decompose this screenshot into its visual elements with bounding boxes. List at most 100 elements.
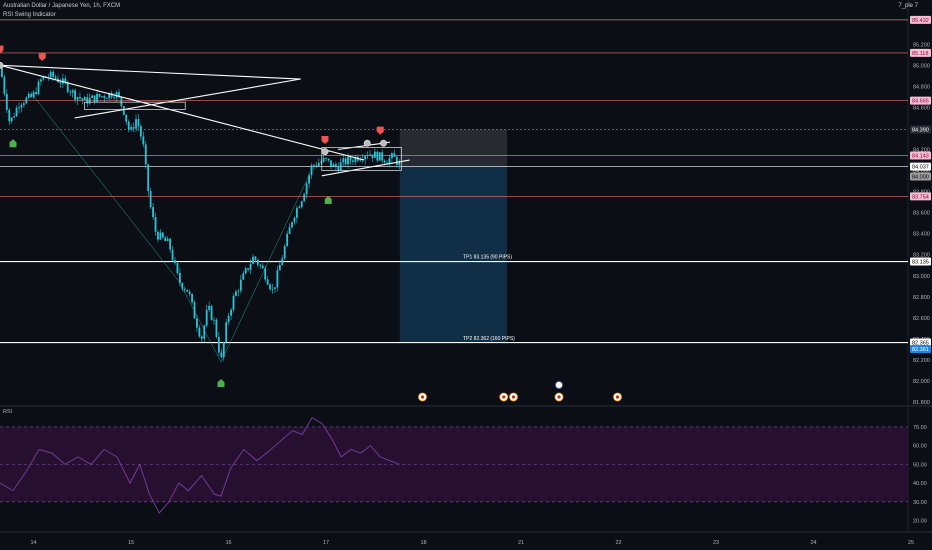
candle-body xyxy=(66,82,69,92)
candle-body xyxy=(176,263,179,273)
candle-body xyxy=(49,71,52,78)
candles-group xyxy=(1,62,401,361)
candle-body xyxy=(369,154,371,156)
candle-body xyxy=(217,336,220,353)
trend-line xyxy=(74,78,301,119)
consolidation-box xyxy=(321,147,402,171)
swing-point-marker xyxy=(380,139,387,147)
candle-body xyxy=(37,81,40,94)
candle-body xyxy=(154,217,157,232)
price-axis-tick: 81.800 xyxy=(913,400,930,406)
candle-body xyxy=(15,107,18,117)
candle-body xyxy=(383,160,386,163)
price-level-badge-text: 84.037 xyxy=(912,165,929,171)
candle-body xyxy=(40,79,42,82)
candle-body xyxy=(127,121,130,130)
rsi-axis-tick: 50.00 xyxy=(913,462,927,468)
candle-body xyxy=(347,156,349,165)
price-axis-tick: 84.000 xyxy=(913,169,930,175)
candle-body xyxy=(339,162,342,171)
take-profit-label: TP2 82.362 (160 PIPS) xyxy=(463,336,515,342)
candle-body xyxy=(174,260,176,264)
candle-body xyxy=(381,152,384,161)
candle-body xyxy=(161,232,164,238)
candle-body xyxy=(227,315,230,323)
time-axis-tick: 23 xyxy=(713,540,719,546)
candle-body xyxy=(317,162,320,166)
candle-body xyxy=(393,153,396,157)
price-level-badge xyxy=(910,15,931,24)
candle-body xyxy=(205,309,208,326)
candle-body xyxy=(166,238,169,241)
candle-body xyxy=(230,309,232,316)
time-axis-tick: 24 xyxy=(811,540,817,546)
price-level-badge-text: 84.000 xyxy=(912,175,929,181)
candle-body xyxy=(122,106,125,115)
candle-body xyxy=(293,217,296,223)
candle-body xyxy=(344,158,347,165)
candle-body xyxy=(42,76,45,80)
candle-body xyxy=(22,103,25,105)
candle-body xyxy=(232,296,235,310)
candle-body xyxy=(91,95,94,98)
candle-body xyxy=(198,327,201,337)
candle-body xyxy=(81,98,84,101)
candle-body xyxy=(200,336,203,339)
candle-body xyxy=(20,104,23,108)
take-profit-label: TP1 83.135 (90 PIPS) xyxy=(463,255,512,261)
price-level-badge-text: 85.118 xyxy=(912,51,928,57)
candle-body xyxy=(110,92,113,98)
time-axis-tick: 18 xyxy=(421,540,427,546)
price-level-badge xyxy=(910,257,931,266)
candle-body xyxy=(1,65,3,78)
candle-body xyxy=(74,90,76,100)
candle-body xyxy=(64,78,67,83)
trend-line xyxy=(0,64,365,161)
economic-event-icon-dot xyxy=(511,395,516,399)
candle-body xyxy=(130,127,133,130)
candle-body xyxy=(96,93,98,102)
candle-body xyxy=(391,153,393,159)
economic-event-icon-dot xyxy=(420,395,425,399)
candle-body xyxy=(164,237,167,241)
candle-body xyxy=(203,325,206,339)
corner-label: 7_ple 7 xyxy=(898,3,918,9)
swing-point-marker xyxy=(363,139,371,147)
price-axis-tick: 85.200 xyxy=(913,42,930,48)
candle-body xyxy=(52,71,55,77)
candle-body xyxy=(183,288,186,290)
rsi-pane-title: RSI xyxy=(3,409,13,415)
candle-body xyxy=(191,293,193,303)
candle-body xyxy=(366,155,369,157)
candle-body xyxy=(93,95,96,102)
candle-body xyxy=(281,258,284,266)
candle-body xyxy=(305,183,308,195)
price-axis-tick: 85.000 xyxy=(913,63,930,69)
time-axis-tick: 25 xyxy=(908,540,914,546)
candle-body xyxy=(186,289,189,292)
price-axis-tick: 83.000 xyxy=(913,274,930,280)
candle-body xyxy=(213,319,215,321)
price-level-badge xyxy=(910,96,931,105)
candle-body xyxy=(371,154,374,158)
candle-body xyxy=(69,91,72,93)
candle-body xyxy=(139,126,142,137)
candle-body xyxy=(98,93,101,97)
candle-body xyxy=(30,93,33,97)
candle-body xyxy=(178,272,181,284)
price-level-badge-text: 82.361 xyxy=(912,347,929,353)
take-profit-zone xyxy=(399,166,507,343)
candle-body xyxy=(169,238,172,250)
economic-event-icon-dot xyxy=(502,395,506,399)
sell-signal-marker xyxy=(38,52,46,61)
candle-body xyxy=(315,164,318,166)
candle-body xyxy=(210,305,213,320)
candle-body xyxy=(395,156,398,166)
candle-body xyxy=(100,96,103,97)
candle-body xyxy=(252,256,254,264)
candle-body xyxy=(313,164,315,166)
price-axis-tick: 84.200 xyxy=(913,148,930,154)
rsi-axis-tick: 40.00 xyxy=(913,481,927,487)
candle-body xyxy=(144,144,147,165)
